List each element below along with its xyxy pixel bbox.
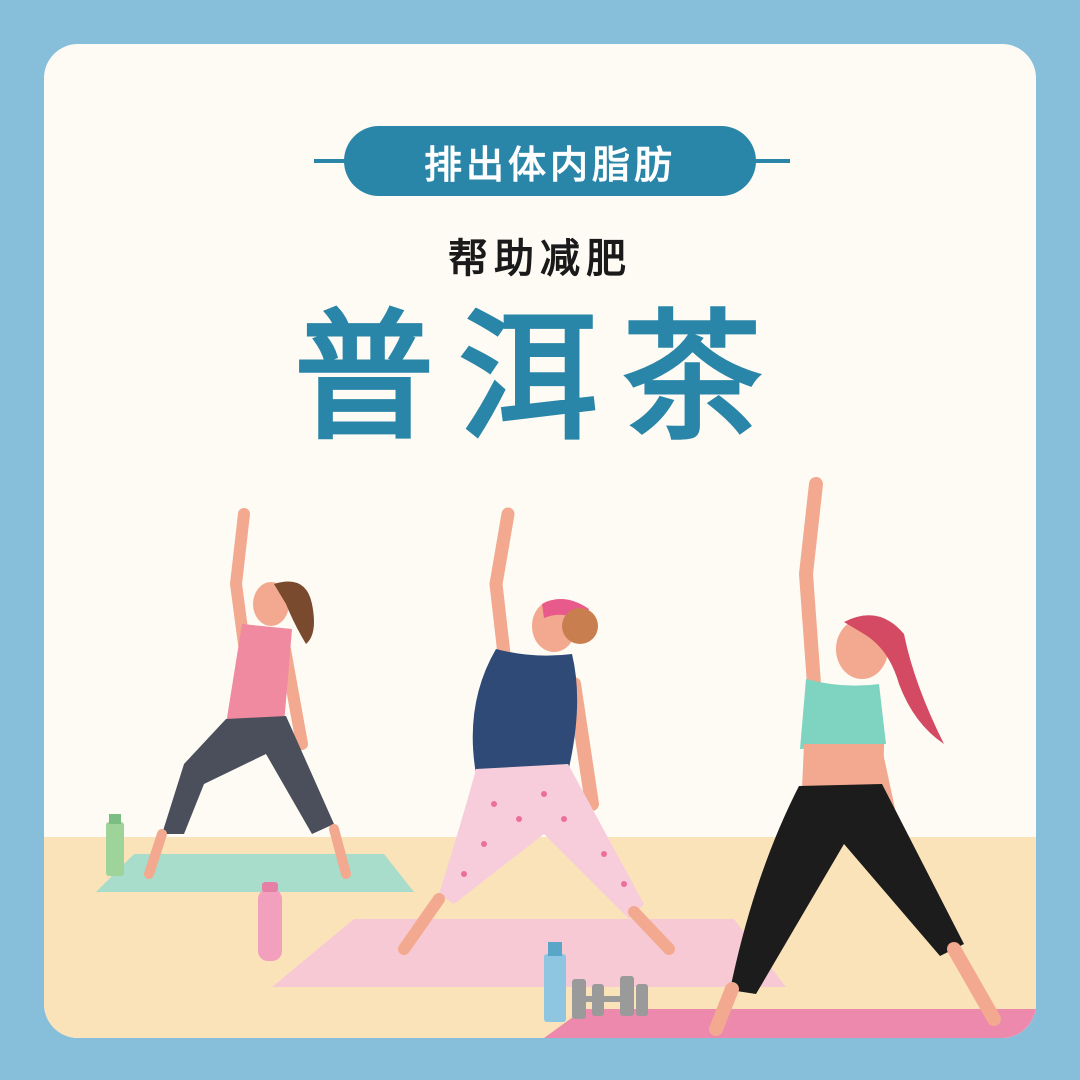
woman-right xyxy=(709,477,1001,1036)
badge-line-right xyxy=(746,159,790,163)
pink-water-bottle-icon xyxy=(258,882,282,961)
green-mat xyxy=(96,854,414,892)
dumbbells-icon xyxy=(572,976,648,1019)
pink-mat xyxy=(544,1009,1036,1038)
green-bottle-icon xyxy=(106,814,124,876)
woman-middle xyxy=(398,507,675,955)
woman-left xyxy=(144,508,351,879)
badge: 排出体内脂肪 xyxy=(344,126,756,196)
poster-card: 排出体内脂肪 帮助减肥 普洱茶 xyxy=(44,44,1036,1038)
subtitle: 帮助减肥 xyxy=(448,236,632,282)
badge-text: 排出体内脂肪 xyxy=(423,142,676,187)
page-title: 普洱茶 xyxy=(293,297,786,460)
badge-line-left xyxy=(314,159,354,163)
yoga-illustration xyxy=(44,477,1036,1038)
light-pink-mat xyxy=(272,919,786,987)
blue-bottle-icon xyxy=(544,942,566,1022)
